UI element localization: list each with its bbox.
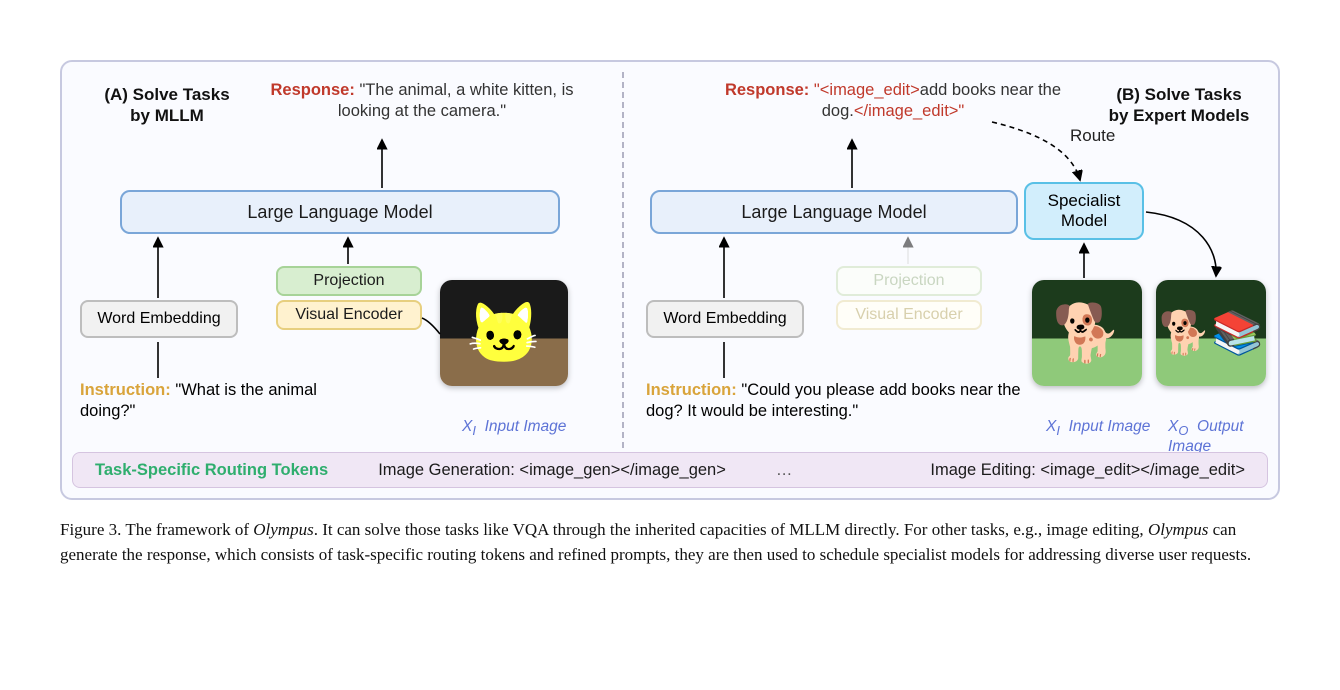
caption-olympus-2: Olympus bbox=[1148, 520, 1208, 539]
token-entry-0: Image Generation: <image_gen></image_gen… bbox=[378, 461, 726, 480]
arrows-b bbox=[622, 62, 1280, 452]
diagram-outer-box: (A) Solve Tasks by MLLM Response: "The a… bbox=[60, 60, 1280, 500]
arrows-a bbox=[62, 62, 622, 452]
token-entry-2: Image Editing: <image_edit></image_edit> bbox=[930, 461, 1245, 480]
tokens-bar-title: Task-Specific Routing Tokens bbox=[95, 461, 328, 480]
token-entry-ellipsis: … bbox=[776, 461, 793, 480]
figure-caption: Figure 3. The framework of Olympus. It c… bbox=[60, 518, 1280, 567]
panel-a: (A) Solve Tasks by MLLM Response: "The a… bbox=[62, 62, 622, 448]
panel-b: (B) Solve Tasks by Expert Models Respons… bbox=[622, 62, 1280, 448]
caption-t1: The framework of bbox=[121, 520, 253, 539]
caption-olympus-1: Olympus bbox=[253, 520, 313, 539]
caption-t2: . It can solve those tasks like VQA thro… bbox=[314, 520, 1148, 539]
figure-root: (A) Solve Tasks by MLLM Response: "The a… bbox=[60, 60, 1280, 567]
routing-tokens-bar: Task-Specific Routing Tokens Image Gener… bbox=[72, 452, 1268, 488]
figure-number: Figure 3. bbox=[60, 520, 121, 539]
